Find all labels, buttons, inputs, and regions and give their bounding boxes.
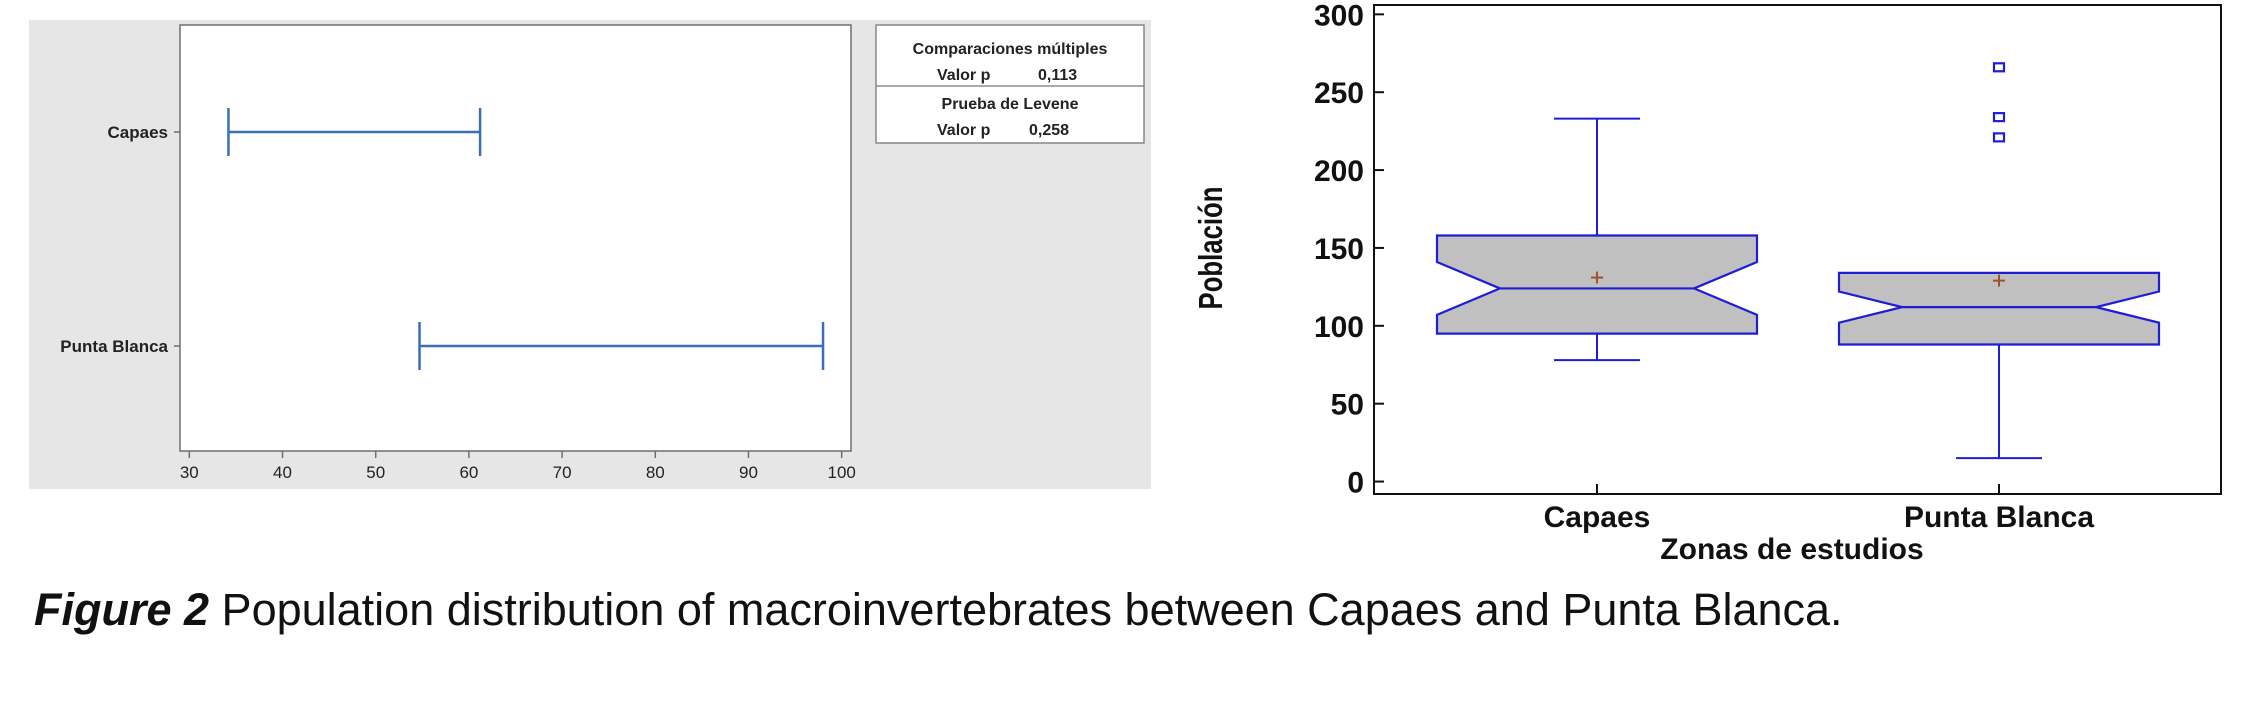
caption-text: Population distribution of macroinverteb… bbox=[209, 584, 1843, 635]
stats-label-p2: Valor p bbox=[937, 122, 991, 139]
interval-x-tick-label: 80 bbox=[646, 463, 665, 482]
interval-plot-area bbox=[179, 24, 852, 452]
boxplot-category-label: Capaes bbox=[1544, 501, 1651, 534]
stats-value-p1: 0,113 bbox=[1038, 67, 1077, 84]
interval-marks bbox=[227, 108, 825, 370]
boxplot-box-group bbox=[1435, 117, 1759, 362]
boxplot-y-tick-label: 300 bbox=[1314, 0, 1364, 32]
stats-title-levene: Prueba de Levene bbox=[942, 96, 1079, 113]
boxplot-notched-box bbox=[1837, 271, 2161, 346]
boxplot-box-group bbox=[1837, 62, 2161, 460]
boxplot-y-tick-label: 100 bbox=[1314, 311, 1364, 344]
boxplot-outlier bbox=[1992, 132, 2006, 143]
interval-x-tick-label: 100 bbox=[827, 463, 855, 482]
interval-y-axis: Capaes Punta Blanca bbox=[60, 123, 180, 356]
boxplot-y-tick-label: 150 bbox=[1314, 233, 1364, 266]
stats-label-p1: Valor p bbox=[937, 67, 991, 84]
caption-lead: Figure 2 bbox=[34, 584, 210, 635]
boxplot-outlier bbox=[1992, 62, 2006, 73]
boxplot-x-axis-title: Zonas de estudios bbox=[1660, 533, 1923, 566]
interval-x-axis: 30 40 50 60 70 80 90 100 bbox=[180, 451, 856, 482]
boxplot-marks bbox=[1435, 62, 2161, 460]
boxplot-x-axis: Capaes Punta Blanca bbox=[1544, 484, 2094, 534]
interval-x-tick-label: 30 bbox=[180, 463, 199, 482]
interval-plot: Capaes Punta Blanca 30 40 50 60 70 80 90 100 Com… bbox=[29, 20, 1151, 489]
boxplot-y-tick-label: 0 bbox=[1347, 467, 1364, 500]
interval-x-tick-label: 50 bbox=[366, 463, 385, 482]
interval-x-tick-label: 70 bbox=[553, 463, 572, 482]
stats-box-frame bbox=[875, 24, 1145, 144]
interval-bar bbox=[227, 108, 482, 156]
boxplot-y-axis: 0 50 100 150 200 250 300 bbox=[1314, 0, 1384, 500]
figure-caption: Figure 2 Population distribution of macr… bbox=[34, 584, 1843, 636]
boxplot-y-tick-label: 250 bbox=[1314, 77, 1364, 110]
stats-box: Comparaciones múltiples Valor p 0,113 Pr… bbox=[875, 24, 1145, 144]
boxplot-outlier bbox=[1992, 112, 2006, 123]
stats-title-multiple-comparisons: Comparaciones múltiples bbox=[913, 41, 1108, 58]
interval-category-label: Capaes bbox=[108, 123, 168, 142]
interval-x-tick-label: 40 bbox=[273, 463, 292, 482]
box-plot: 0 50 100 150 200 250 300 Capaes Punta Blanca Po… bbox=[1193, 0, 2222, 566]
interval-bar bbox=[418, 322, 825, 370]
boxplot-category-label: Punta Blanca bbox=[1904, 501, 2094, 534]
stats-value-p2: 0,258 bbox=[1029, 122, 1069, 139]
boxplot-y-tick-label: 50 bbox=[1331, 389, 1364, 422]
boxplot-notched-box bbox=[1435, 234, 1759, 335]
interval-x-tick-label: 90 bbox=[739, 463, 758, 482]
interval-category-label: Punta Blanca bbox=[60, 337, 168, 356]
boxplot-y-tick-label: 200 bbox=[1314, 155, 1364, 188]
boxplot-y-axis-title: Población bbox=[1193, 187, 1230, 310]
interval-x-tick-label: 60 bbox=[459, 463, 478, 482]
